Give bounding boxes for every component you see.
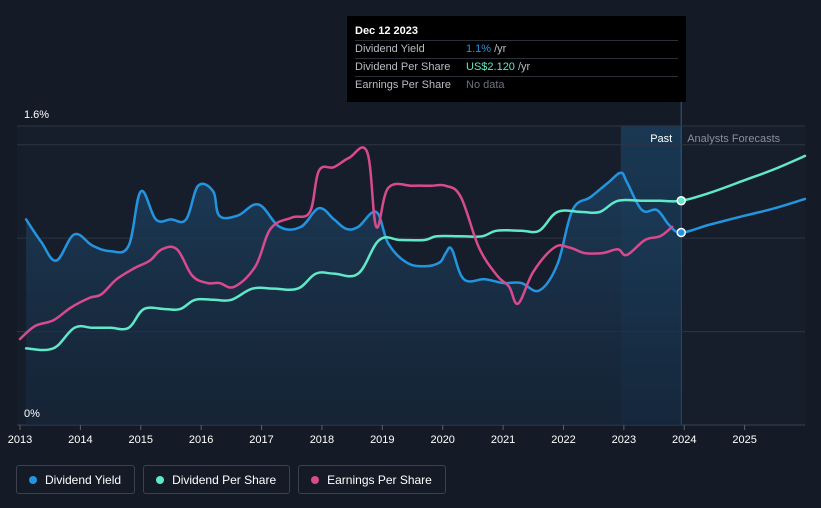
y-tick-label-max: 1.6%: [24, 109, 49, 121]
legend-label: Earnings Per Share: [327, 472, 432, 487]
x-tick-label: 2016: [189, 434, 213, 446]
dividend-yield-line: [24, 171, 807, 293]
chart-legend: Dividend Yield Dividend Per Share Earnin…: [16, 465, 446, 494]
dividend-chart: 1.6% 0% Past Analysts Forecasts 2013 2014 2015…: [8, 100, 807, 446]
earnings-per-share-line: [18, 146, 674, 341]
dividend-per-share-line: [24, 154, 807, 352]
x-tick-label: 2019: [370, 434, 394, 446]
tooltip-row-dividend-per-share: Dividend Per Share US$2.120 /yr: [355, 59, 678, 77]
y-tick-label-min: 0%: [24, 408, 40, 420]
tooltip-unit: /yr: [517, 61, 531, 73]
x-tick-label: 2013: [8, 434, 32, 446]
x-tick-label: 2023: [612, 434, 636, 446]
x-tick-label: 2017: [249, 434, 273, 446]
x-tick-label: 2025: [732, 434, 756, 446]
tooltip-unit: /yr: [494, 43, 507, 55]
tooltip-value: No data: [466, 79, 505, 91]
legend-dot-icon: [29, 475, 37, 484]
legend-dividend-yield[interactable]: Dividend Yield: [16, 465, 136, 494]
legend-dot-icon: [311, 475, 320, 484]
tooltip-value: 1.1%: [466, 43, 492, 55]
hover-tooltip: Dec 12 2023 Dividend Yield 1.1% /yr Divi…: [347, 16, 686, 102]
past-label: Past: [650, 133, 672, 145]
legend-label: Dividend Yield: [45, 472, 122, 487]
x-tick-label: 2024: [672, 434, 696, 446]
x-tick-label: 2015: [129, 434, 153, 446]
x-tick-label: 2022: [551, 434, 575, 446]
x-tick-label: 2014: [68, 434, 92, 446]
tooltip-label: Dividend Yield: [355, 43, 425, 55]
legend-dot-icon: [156, 475, 165, 484]
tooltip-value: US$2.120: [466, 61, 515, 73]
tooltip-label: Earnings Per Share: [355, 79, 451, 91]
x-tick-label: 2021: [491, 434, 515, 446]
x-tick-label: 2020: [430, 434, 454, 446]
legend-earnings-per-share[interactable]: Earnings Per Share: [298, 465, 446, 494]
tooltip-label: Dividend Per Share: [355, 61, 451, 73]
legend-label: Dividend Per Share: [172, 472, 277, 487]
tooltip-row-dividend-yield: Dividend Yield 1.1% /yr: [355, 41, 678, 59]
forecast-label: Analysts Forecasts: [687, 133, 780, 145]
tooltip-date: Dec 12 2023: [355, 24, 678, 41]
dividend-yield-area: [26, 172, 682, 425]
x-tick-label: 2018: [310, 434, 334, 446]
dividend-per-share-marker: [676, 196, 686, 206]
legend-dividend-per-share[interactable]: Dividend Per Share: [143, 465, 291, 494]
tooltip-row-earnings-per-share: Earnings Per Share No data: [355, 77, 678, 94]
dividend-yield-marker: [676, 227, 686, 238]
